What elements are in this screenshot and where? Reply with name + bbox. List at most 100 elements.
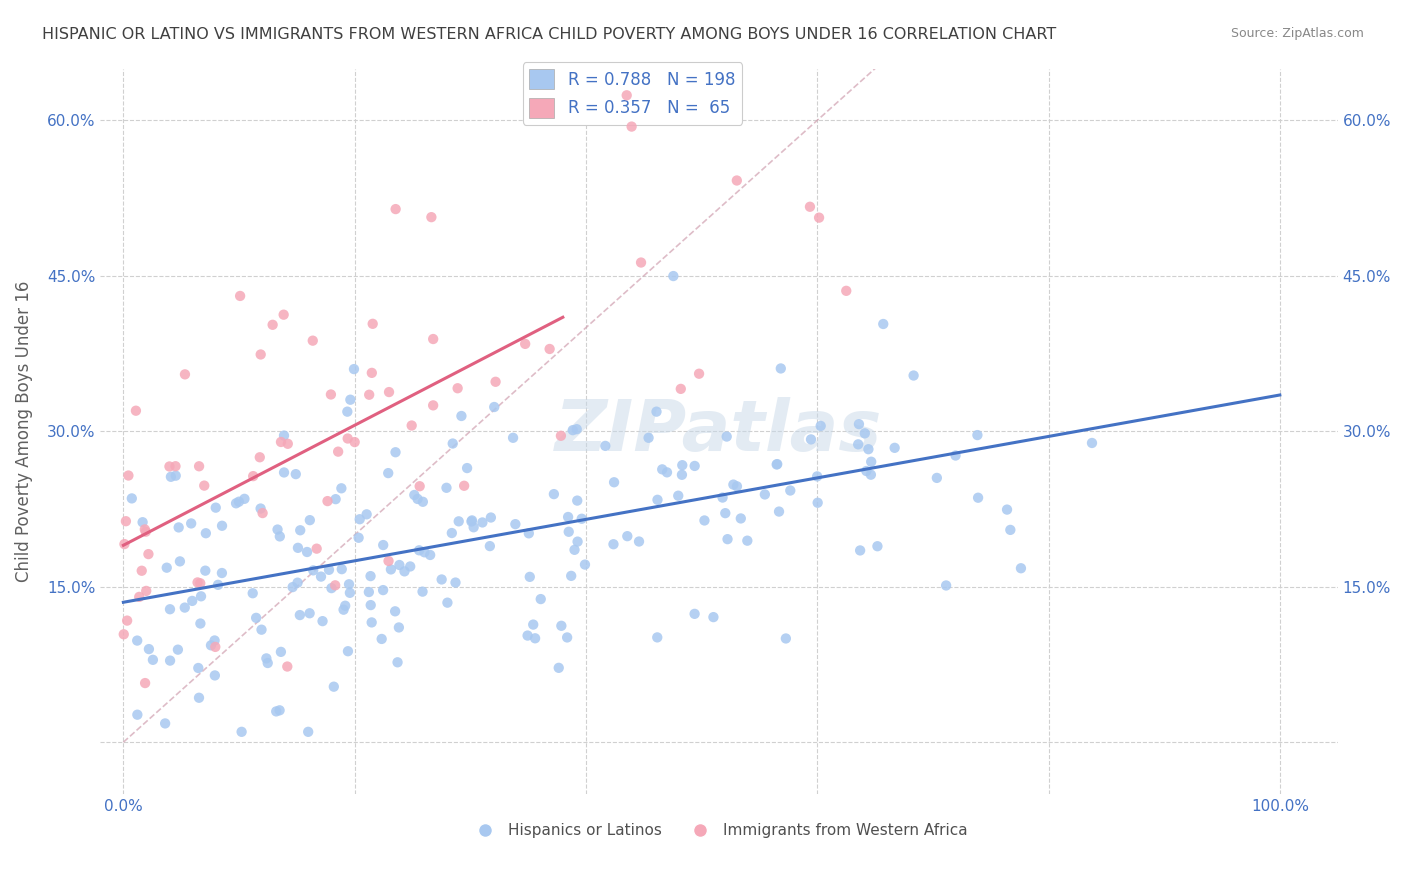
Point bbox=[330, 481, 353, 495]
Y-axis label: Child Poverty Among Boys Under 16: Child Poverty Among Boys Under 16 bbox=[15, 281, 32, 582]
Point bbox=[173, 600, 195, 615]
Point bbox=[262, 318, 284, 332]
Point bbox=[211, 566, 233, 580]
Point bbox=[256, 656, 278, 670]
Point bbox=[167, 520, 190, 534]
Point bbox=[311, 614, 333, 628]
Point bbox=[925, 471, 948, 485]
Point bbox=[127, 633, 149, 648]
Point bbox=[768, 505, 790, 519]
Point bbox=[754, 487, 776, 501]
Point bbox=[848, 417, 870, 431]
Point bbox=[440, 526, 463, 541]
Point bbox=[249, 501, 271, 516]
Point bbox=[264, 705, 287, 719]
Point bbox=[517, 526, 540, 541]
Point bbox=[716, 429, 738, 443]
Point bbox=[779, 483, 801, 498]
Point bbox=[125, 403, 148, 417]
Point bbox=[860, 455, 883, 469]
Text: HISPANIC OR LATINO VS IMMIGRANTS FROM WESTERN AFRICA CHILD POVERTY AMONG BOYS UN: HISPANIC OR LATINO VS IMMIGRANTS FROM WE… bbox=[42, 27, 1056, 42]
Point bbox=[903, 368, 925, 383]
Point bbox=[1000, 523, 1022, 537]
Point bbox=[361, 317, 384, 331]
Point bbox=[859, 467, 882, 482]
Point bbox=[194, 526, 217, 541]
Point bbox=[290, 523, 312, 537]
Point bbox=[645, 404, 668, 418]
Point bbox=[453, 479, 475, 493]
Point bbox=[430, 573, 453, 587]
Point bbox=[269, 703, 291, 717]
Point bbox=[460, 515, 482, 529]
Legend: Hispanics or Latinos, Immigrants from Western Africa: Hispanics or Latinos, Immigrants from We… bbox=[464, 817, 974, 845]
Point bbox=[666, 489, 689, 503]
Point bbox=[131, 515, 153, 529]
Point bbox=[550, 619, 572, 633]
Point bbox=[603, 475, 626, 490]
Point bbox=[337, 577, 360, 591]
Point bbox=[966, 428, 988, 442]
Point bbox=[723, 477, 745, 491]
Point bbox=[846, 437, 869, 451]
Point bbox=[117, 468, 139, 483]
Point bbox=[693, 513, 716, 527]
Point bbox=[169, 554, 191, 568]
Point bbox=[436, 596, 458, 610]
Point bbox=[360, 366, 382, 380]
Point bbox=[301, 334, 323, 348]
Point bbox=[180, 516, 202, 531]
Point bbox=[855, 464, 877, 478]
Point bbox=[683, 458, 706, 473]
Point bbox=[134, 522, 156, 536]
Point bbox=[872, 317, 894, 331]
Point bbox=[245, 611, 267, 625]
Point bbox=[187, 575, 209, 590]
Point bbox=[121, 491, 143, 506]
Point bbox=[254, 651, 277, 665]
Point bbox=[702, 610, 724, 624]
Point bbox=[800, 433, 823, 447]
Point bbox=[288, 608, 311, 623]
Point bbox=[620, 120, 643, 134]
Point bbox=[683, 607, 706, 621]
Point bbox=[384, 604, 406, 618]
Point bbox=[387, 655, 409, 669]
Point bbox=[419, 548, 441, 562]
Point bbox=[270, 434, 292, 449]
Point bbox=[266, 523, 288, 537]
Point bbox=[127, 707, 149, 722]
Point bbox=[858, 442, 880, 457]
Point bbox=[547, 661, 569, 675]
Point bbox=[277, 437, 299, 451]
Point bbox=[165, 459, 187, 474]
Point bbox=[204, 668, 226, 682]
Point bbox=[339, 586, 361, 600]
Point bbox=[484, 400, 506, 414]
Point bbox=[714, 506, 737, 520]
Point bbox=[408, 543, 430, 558]
Point bbox=[309, 569, 332, 583]
Point bbox=[187, 661, 209, 675]
Point bbox=[188, 576, 211, 591]
Point bbox=[530, 592, 553, 607]
Point bbox=[377, 554, 399, 568]
Point bbox=[370, 632, 392, 646]
Point bbox=[866, 539, 889, 553]
Point bbox=[349, 512, 371, 526]
Point bbox=[316, 494, 339, 508]
Point bbox=[567, 534, 589, 549]
Text: Source: ZipAtlas.com: Source: ZipAtlas.com bbox=[1230, 27, 1364, 40]
Point bbox=[384, 445, 406, 459]
Point bbox=[422, 332, 444, 346]
Point bbox=[616, 88, 638, 103]
Text: ZIPatlas: ZIPatlas bbox=[555, 397, 883, 466]
Point bbox=[273, 308, 295, 322]
Point bbox=[516, 629, 538, 643]
Point bbox=[325, 492, 347, 507]
Point bbox=[200, 638, 222, 652]
Point bbox=[515, 337, 537, 351]
Point bbox=[322, 680, 344, 694]
Point bbox=[627, 534, 650, 549]
Point bbox=[766, 457, 789, 471]
